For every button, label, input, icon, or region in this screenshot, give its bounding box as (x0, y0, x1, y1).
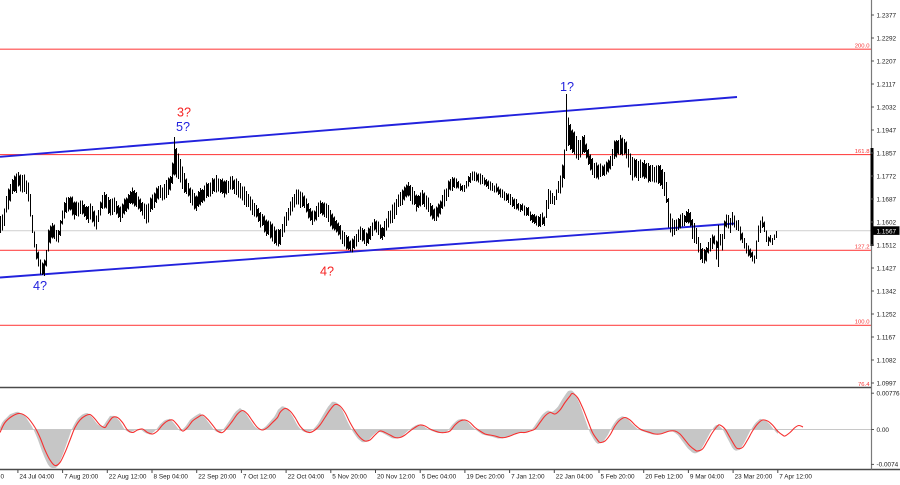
svg-text:4?: 4? (33, 279, 47, 293)
svg-text:1.1947: 1.1947 (877, 127, 897, 134)
svg-text:200.0: 200.0 (855, 43, 870, 49)
svg-text:20 Nov 12:00: 20 Nov 12:00 (377, 474, 415, 481)
svg-text:1.2292: 1.2292 (877, 35, 897, 42)
svg-text:7 Apr 12:00: 7 Apr 12:00 (779, 474, 812, 481)
svg-text:7 Jan 12:00: 7 Jan 12:00 (511, 474, 545, 481)
svg-text:0.00: 0.00 (877, 427, 890, 434)
svg-text:1.1687: 1.1687 (877, 196, 897, 203)
svg-text:22 Jan 04:00: 22 Jan 04:00 (556, 474, 593, 481)
svg-text:1.1427: 1.1427 (877, 265, 897, 272)
svg-text:20 Feb 12:00: 20 Feb 12:00 (645, 474, 683, 481)
svg-text:1.1252: 1.1252 (877, 311, 897, 318)
svg-text:22 Aug 12:00: 22 Aug 12:00 (109, 474, 147, 481)
svg-text:19 Dec 20:00: 19 Dec 20:00 (466, 474, 504, 481)
svg-text:1.1512: 1.1512 (877, 242, 897, 249)
svg-text:1.1567: 1.1567 (877, 228, 897, 235)
svg-text:127.2: 127.2 (855, 245, 870, 251)
svg-text:7 Oct 12:00: 7 Oct 12:00 (243, 474, 276, 481)
svg-text:5?: 5? (176, 120, 190, 134)
svg-text:1.1082: 1.1082 (877, 357, 897, 364)
svg-text:1.2377: 1.2377 (877, 12, 897, 19)
svg-text:22 Oct 04:00: 22 Oct 04:00 (288, 474, 325, 481)
svg-text:24 Jul 04:00: 24 Jul 04:00 (19, 474, 54, 481)
svg-text:9 Mar 04:00: 9 Mar 04:00 (690, 474, 725, 481)
svg-text:5 Nov 20:00: 5 Nov 20:00 (332, 474, 367, 481)
svg-text:7 Aug 20:00: 7 Aug 20:00 (64, 474, 99, 481)
svg-text:1.1602: 1.1602 (877, 219, 897, 226)
svg-text:1.1857: 1.1857 (877, 150, 897, 157)
svg-text:22 Sep 20:00: 22 Sep 20:00 (198, 474, 236, 481)
svg-text:4?: 4? (320, 265, 334, 279)
svg-text:-0.0074: -0.0074 (877, 462, 899, 469)
svg-text:1.1167: 1.1167 (877, 334, 897, 341)
svg-text:1?: 1? (560, 80, 574, 94)
svg-text:23 Mar 20:00: 23 Mar 20:00 (735, 474, 773, 481)
svg-text:1.2117: 1.2117 (877, 81, 897, 88)
svg-text:1.0997: 1.0997 (877, 380, 897, 387)
svg-text:8 Sep 04:00: 8 Sep 04:00 (154, 474, 189, 481)
svg-text:1.2207: 1.2207 (877, 58, 897, 65)
svg-text:5 Feb 20:00: 5 Feb 20:00 (601, 474, 636, 481)
svg-text:3?: 3? (177, 106, 191, 120)
svg-text:1.2032: 1.2032 (877, 104, 897, 111)
svg-text:161.8: 161.8 (855, 149, 870, 155)
svg-text:76.4: 76.4 (858, 382, 870, 388)
svg-text:1.1342: 1.1342 (877, 288, 897, 295)
svg-text:0.00776: 0.00776 (877, 391, 900, 398)
svg-text:1.1772: 1.1772 (877, 173, 897, 180)
svg-text:0: 0 (1, 474, 5, 481)
svg-text:5 Dec 04:00: 5 Dec 04:00 (422, 474, 457, 481)
svg-text:100.0: 100.0 (855, 320, 870, 326)
